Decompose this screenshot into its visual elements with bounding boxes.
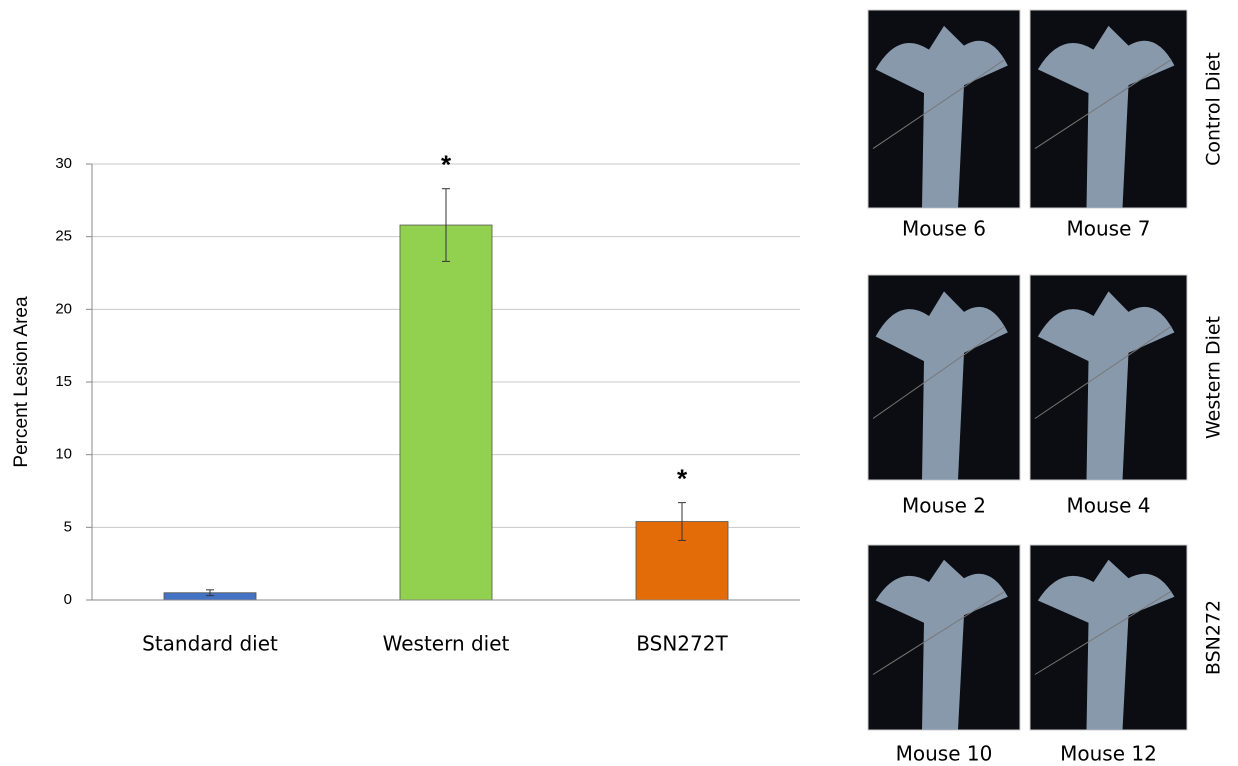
aorta-specimen bbox=[875, 291, 1008, 480]
y-tick-label: 30 bbox=[55, 155, 72, 172]
y-tick-label: 5 bbox=[64, 518, 72, 535]
mouse-label: Mouse 12 bbox=[1060, 742, 1157, 766]
group-label: BSN272 bbox=[1203, 600, 1225, 675]
suture-pin bbox=[1034, 59, 1172, 150]
group-label: Western Diet bbox=[1203, 316, 1225, 439]
aorta-specimen bbox=[1037, 559, 1175, 730]
y-axis-label: Percent Lesion Area bbox=[11, 296, 32, 468]
x-tick-label: BSN272T bbox=[636, 632, 728, 656]
suture-pin bbox=[872, 59, 1006, 150]
bar bbox=[399, 224, 493, 601]
y-tick-label: 0 bbox=[64, 591, 72, 608]
significance-marker: * bbox=[441, 150, 452, 180]
error-bar bbox=[678, 502, 686, 541]
x-tick-label: Western diet bbox=[383, 632, 510, 656]
suture-pin bbox=[1034, 325, 1172, 419]
group-label: Control Diet bbox=[1203, 52, 1225, 166]
aorta-specimen bbox=[1037, 25, 1175, 209]
mouse-label: Mouse 4 bbox=[1067, 494, 1151, 518]
aorta-specimen bbox=[1037, 291, 1175, 480]
mouse-label: Mouse 7 bbox=[1067, 217, 1151, 241]
y-tick-label: 20 bbox=[55, 300, 72, 317]
mouse-label: Mouse 2 bbox=[902, 494, 986, 518]
significance-marker: * bbox=[677, 464, 688, 494]
y-tick-label: 25 bbox=[55, 228, 72, 245]
suture-pin bbox=[872, 325, 1006, 419]
y-tick-label: 10 bbox=[55, 446, 72, 463]
mouse-label: Mouse 6 bbox=[902, 217, 986, 241]
y-tick-label: 15 bbox=[55, 373, 72, 390]
aorta-specimen bbox=[875, 559, 1008, 730]
aorta-specimen bbox=[875, 25, 1008, 209]
suture-pin bbox=[872, 590, 1006, 675]
mouse-label: Mouse 10 bbox=[896, 742, 993, 766]
x-tick-label: Standard diet bbox=[142, 632, 278, 656]
error-bar bbox=[206, 589, 214, 597]
suture-pin bbox=[1034, 590, 1172, 675]
error-bar bbox=[442, 188, 450, 262]
